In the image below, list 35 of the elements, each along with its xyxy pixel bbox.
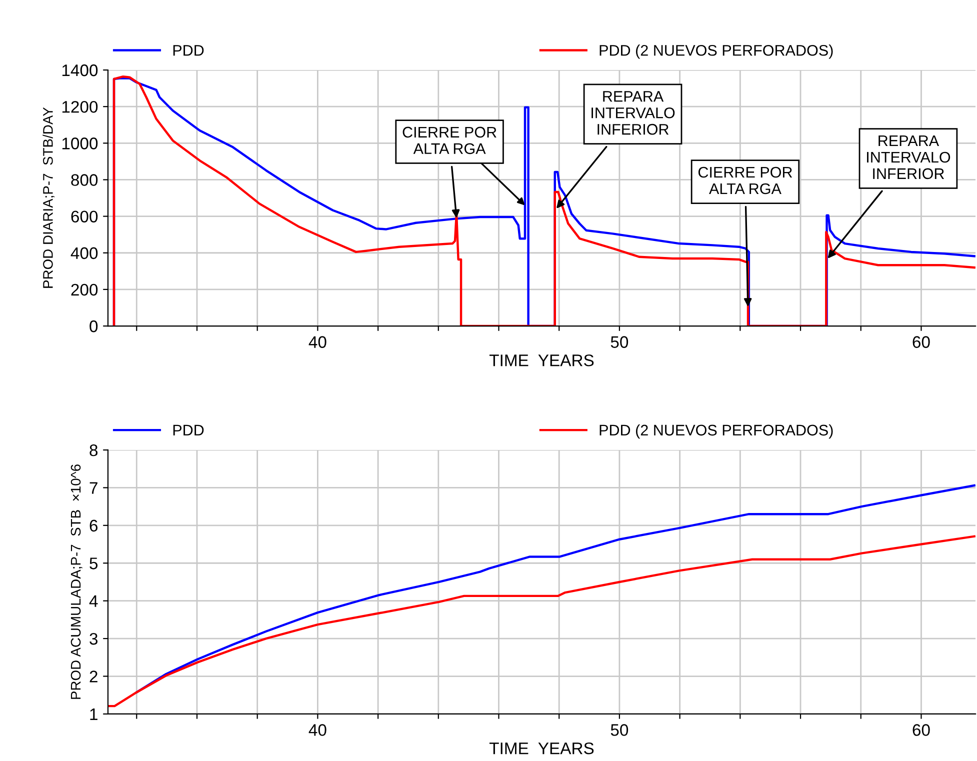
x-tick-label: 40	[308, 724, 326, 736]
annotation: REPARA INTERVALO INFERIOR	[867, 136, 950, 180]
y-tick-label: 2	[90, 670, 98, 682]
y-tick-label: 400	[70, 247, 98, 260]
y-tick-label: 0	[90, 320, 98, 332]
x-tick-label: 40	[308, 336, 326, 348]
legend-label: PDD (2 NUEVOS PERFORADOS)	[600, 424, 833, 439]
y-tick-label: 4	[89, 595, 98, 607]
legend-label: PDD	[173, 424, 204, 436]
annotation: REPARA INTERVALO INFERIOR	[592, 91, 675, 135]
y-tick-label: 800	[71, 174, 98, 186]
line-series	[108, 535, 976, 708]
y-tick-label: 1	[90, 708, 98, 720]
y-tick-label: 1200	[62, 100, 98, 113]
y-tick-label: 6	[90, 520, 98, 532]
x-tick-label: 60	[912, 336, 930, 348]
y-axis-title: PROD ACUMULADA;P-7 STB ×10^6	[70, 464, 82, 699]
y-tick-label: 3	[90, 632, 98, 645]
annotation: CIERRE POR ALTA RGA	[698, 166, 792, 194]
x-axis-title: TIME YEARS	[489, 742, 594, 754]
y-tick-label: 1000	[62, 138, 98, 150]
x-tick-label: 60	[912, 724, 930, 736]
legend-label: PDD	[173, 45, 204, 56]
x-tick-label: 50	[610, 336, 628, 348]
y-tick-label: 1400	[62, 64, 98, 76]
y-tick-label: 600	[71, 210, 98, 222]
y-tick-label: 5	[90, 558, 98, 570]
x-tick-label: 50	[610, 724, 628, 736]
annotation: CIERRE POR ALTA RGA	[402, 126, 496, 154]
x-axis-title: TIME YEARS	[489, 354, 594, 366]
legend-label: PDD (2 NUEVOS PERFORADOS)	[600, 44, 833, 59]
y-tick-label: 7	[90, 482, 98, 494]
y-tick-label: 8	[90, 444, 98, 456]
y-axis-title: PROD DIARIA;P-7 STB/DAY	[42, 107, 55, 288]
y-tick-label: 200	[71, 284, 98, 296]
